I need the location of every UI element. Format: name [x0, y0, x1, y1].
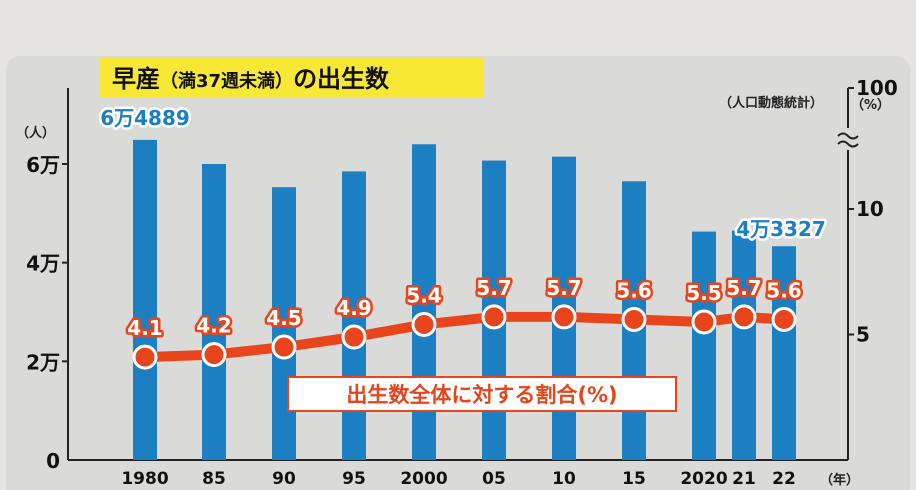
- bar: [732, 230, 756, 460]
- left-axis-unit: （人）: [16, 125, 55, 141]
- ratio-label: 4.9: [336, 296, 371, 320]
- ratio-label: 5.7: [476, 276, 511, 300]
- ratio-label: 5.6: [616, 278, 651, 302]
- bar-value-label: 6万4889: [100, 106, 190, 130]
- x-tick-label: 15: [622, 469, 646, 489]
- data-labels: 4.1 4.2 4.5 4.95.4 5.7 5.7 5.6 5.5 5.7 5.66万48894…: [98, 104, 828, 412]
- axes: 0 2万 4万 6万 （人） 5 10 100（%） 1980 85 90 95 2000 05 10 15 2…: [16, 76, 898, 489]
- ratio-label: 5.6: [766, 278, 801, 302]
- x-tick-label: 1980: [121, 469, 168, 489]
- ratio-label: 4.1: [127, 316, 162, 340]
- ratio-point: [551, 304, 577, 330]
- ratio-point: [691, 309, 717, 335]
- ratio-label: 5.4: [406, 283, 441, 307]
- bar: [692, 231, 716, 460]
- ratio-point: [271, 334, 297, 360]
- left-tick-label: 4万: [26, 252, 60, 276]
- ratio-label: 4.2: [196, 314, 231, 338]
- right-axis-unit: （%）: [851, 97, 890, 113]
- axis-break-mark: [837, 140, 859, 148]
- left-tick-label: 0: [46, 449, 60, 473]
- ratio-label: 5.5: [686, 281, 721, 305]
- x-axis-unit: （年）: [820, 472, 859, 488]
- bar: [202, 164, 226, 460]
- ratio-point: [731, 304, 757, 330]
- title-highlight: [100, 57, 484, 97]
- legend-box: [287, 376, 677, 412]
- x-tick-label: 21: [732, 469, 756, 489]
- source-note: （人口動態統計）: [719, 95, 823, 111]
- left-tick-label: 2万: [26, 350, 60, 374]
- ratio-line: [144, 311, 785, 363]
- bar: [133, 139, 157, 461]
- x-tick-label: 05: [482, 469, 506, 489]
- x-tick-label: 2000: [400, 469, 447, 489]
- ratio-point: [201, 342, 227, 368]
- legend-label: 出生数全体に対する割合(%): [346, 383, 617, 407]
- ratio-label: 5.7: [546, 276, 581, 300]
- ratio-point: [411, 311, 437, 337]
- left-tick-label: 6万: [26, 153, 60, 177]
- x-tick-label: 95: [342, 469, 366, 489]
- chart-title-paren: （満37週未満）: [160, 70, 293, 92]
- ratio-label: 4.5: [266, 306, 301, 330]
- ratio-point: [771, 306, 797, 332]
- right-tick-label: 10: [856, 197, 884, 221]
- right-tick-label: 5: [856, 323, 870, 347]
- ratio-point: [621, 306, 647, 332]
- bar-value-label: 4万3327: [736, 217, 826, 241]
- ratio-point: [341, 324, 367, 350]
- right-tick-label: 100: [856, 76, 898, 100]
- x-tick-label: 2020: [680, 469, 727, 489]
- chart-title-main1: 早産: [112, 65, 160, 93]
- axis-break-mark: [837, 132, 859, 140]
- line-series: [132, 304, 797, 370]
- bar: [772, 246, 796, 460]
- ratio-point: [481, 304, 507, 330]
- ratio-point: [132, 344, 158, 370]
- x-tick-label: 90: [272, 469, 296, 489]
- chart-title: 早産（満37週未満）の出生数: [112, 65, 390, 93]
- bar: [272, 187, 296, 461]
- x-tick-label: 22: [772, 469, 796, 489]
- x-tick-label: 10: [552, 469, 576, 489]
- x-tick-label: 85: [202, 469, 226, 489]
- ratio-label: 5.7: [726, 276, 761, 300]
- chart-title-main2: の出生数: [293, 65, 390, 93]
